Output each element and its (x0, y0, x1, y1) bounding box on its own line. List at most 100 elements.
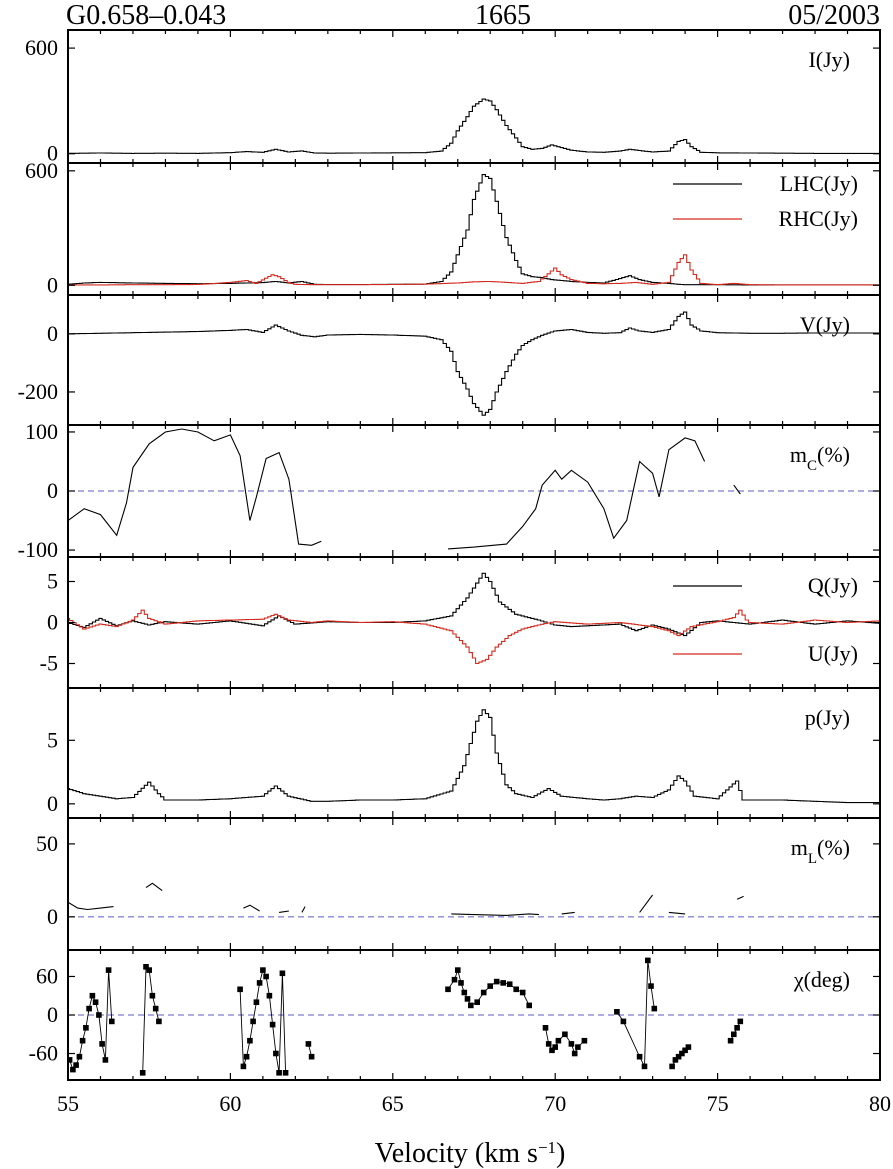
y-tick-label: 600 (25, 35, 58, 60)
data-point (73, 1062, 79, 1068)
panel-I: 0 600 I(Jy) (25, 29, 881, 166)
data-point (545, 1041, 552, 1047)
data-point (305, 1041, 312, 1047)
y-tick-label: 100 (25, 419, 58, 444)
series-group (68, 572, 880, 665)
series-group (68, 311, 880, 416)
data-point (487, 983, 493, 989)
data-point (92, 999, 99, 1005)
series-group (68, 428, 741, 550)
data-point (149, 992, 156, 999)
series-line-seg9 (668, 911, 686, 915)
data-point (645, 957, 651, 964)
data-point (568, 1041, 575, 1047)
data-point (519, 989, 526, 996)
data-point (552, 1044, 558, 1050)
legend-label: Q(Jy) (808, 573, 858, 598)
data-point (260, 967, 266, 973)
y-tick-label: 0 (47, 904, 58, 929)
y-tick-label: 0 (47, 1002, 58, 1027)
y-tick-label: 60 (36, 963, 58, 988)
data-point (734, 1025, 740, 1031)
data-point (146, 967, 152, 973)
x-axis-title-close: ) (556, 1138, 565, 1169)
data-point (526, 1002, 532, 1009)
data-point (109, 1018, 115, 1025)
data-point (500, 980, 506, 986)
data-point (641, 1063, 648, 1070)
data-point (679, 1050, 685, 1057)
data-point (727, 1037, 734, 1044)
panel-p: 5 0 p(Jy) (47, 687, 881, 819)
panel-frame (67, 29, 881, 164)
panel-label-suffix: (%) (817, 835, 850, 860)
data-point (102, 1057, 109, 1063)
data-point (480, 989, 487, 996)
data-point (99, 1041, 105, 1047)
data-point (445, 986, 451, 993)
x-tick-label: 65 (382, 1091, 404, 1116)
data-point (493, 978, 500, 985)
data-point (669, 1063, 675, 1070)
data-point (474, 999, 480, 1005)
data-point (279, 970, 286, 977)
data-point (737, 1018, 744, 1025)
header-epoch: 05/2003 (788, 0, 880, 31)
panel-label: I(Jy) (808, 47, 850, 72)
data-point (79, 1037, 86, 1044)
series-line-chi-seg7 (616, 960, 655, 1067)
data-point (575, 1044, 581, 1050)
y-tick-label: 50 (36, 831, 58, 856)
panel-mL: 50 0 mL(%) (36, 817, 881, 951)
data-point (237, 986, 243, 993)
series-line-seg3 (243, 904, 260, 912)
data-point (276, 1070, 282, 1076)
panel-frame (67, 817, 881, 951)
y-tick-label: 0 (47, 272, 58, 297)
data-point (651, 1005, 658, 1012)
y-tick-label: -5 (40, 651, 58, 676)
y-tick-label: 0 (47, 478, 58, 503)
panel-label-sub: L (808, 851, 817, 867)
x-tick-label: 55 (57, 1091, 79, 1116)
data-point (464, 996, 471, 1002)
panel-label-main: m (791, 835, 808, 860)
x-axis-title: Velocity (km s−1) (375, 1138, 566, 1169)
data-point (308, 1053, 315, 1060)
panel-label-main: χ(deg) (793, 967, 850, 992)
panel-label: V(Jy) (800, 312, 850, 337)
panel-chi: 60 0 -60 χ(deg) (29, 949, 881, 1081)
series-line-I(Jy) (68, 98, 880, 154)
series-line-seg8 (639, 894, 654, 913)
series-line-seg2 (145, 882, 163, 892)
data-point (273, 1050, 279, 1057)
panel-label-sub: C (807, 458, 817, 474)
data-point (86, 1005, 92, 1012)
series-line-chi-seg5 (447, 968, 530, 1007)
x-tick-label: 60 (219, 1091, 241, 1116)
data-point (76, 1053, 83, 1060)
data-point (455, 967, 461, 973)
data-point (152, 1005, 159, 1012)
data-point (620, 1018, 627, 1025)
series-line-Q(Jy) (68, 572, 880, 637)
panel-V: 0 -200 V(Jy) (18, 294, 881, 426)
panel-frame (67, 687, 881, 819)
series-line-seg1 (68, 428, 322, 546)
y-tick-label: -200 (18, 379, 58, 404)
series-line-chi-seg6 (545, 1027, 585, 1055)
series-group (68, 709, 880, 804)
header-source: G0.658–0.043 (66, 0, 226, 31)
header-transition: 1665 (475, 0, 531, 31)
data-point (68, 1057, 73, 1063)
series-group (68, 174, 880, 286)
y-tick-label: 0 (47, 141, 58, 166)
data-point (562, 1031, 568, 1038)
data-point (89, 992, 96, 999)
data-point (253, 999, 260, 1005)
x-axis-title-main: Velocity (km s (375, 1138, 538, 1169)
x-tick-label: 80 (869, 1091, 891, 1116)
series-group (68, 957, 744, 1076)
